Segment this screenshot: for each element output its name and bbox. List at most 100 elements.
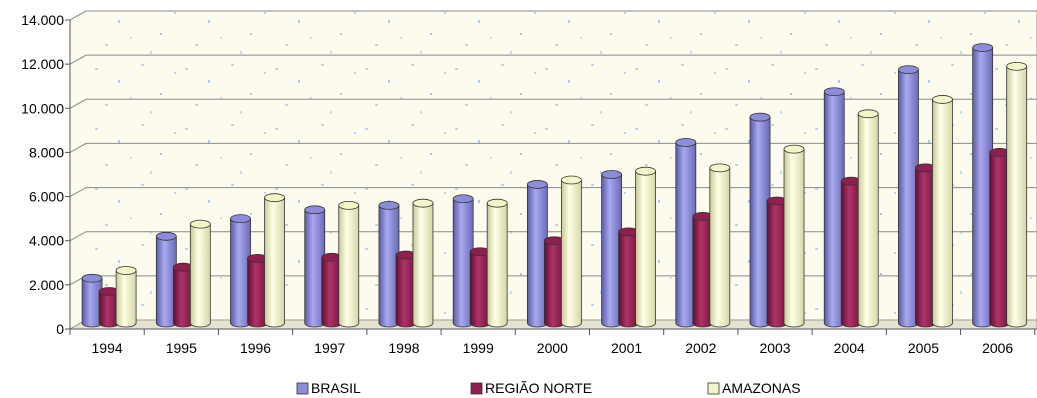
x-tick-label: 1994: [92, 340, 123, 356]
gridline: [69, 10, 1037, 21]
bar-body: [247, 258, 268, 323]
bar-body: [824, 91, 845, 323]
bar-top: [635, 166, 657, 176]
bar-body: [99, 291, 120, 323]
bar-body: [487, 203, 508, 323]
bar-amazonas-1997: [338, 200, 360, 328]
bar-body: [561, 180, 582, 323]
bar-top: [115, 266, 137, 275]
x-tick-label: 2002: [685, 340, 716, 356]
bar-body: [338, 205, 359, 323]
bar-body: [395, 255, 416, 323]
bar-body: [378, 205, 399, 323]
legend-label-amazonas: AMAZONAS: [722, 380, 801, 396]
y-tick-label: 14.000: [21, 12, 64, 28]
bar-body: [156, 236, 177, 323]
bar-top: [898, 65, 919, 75]
bar-body: [898, 69, 919, 324]
x-tick-label: 1999: [463, 340, 494, 356]
bar-top: [709, 163, 731, 173]
bar-top: [857, 109, 879, 119]
bar-top: [749, 112, 771, 122]
bar-amazonas-1994: [115, 266, 137, 328]
y-tick-label: 4.000: [29, 233, 64, 249]
bar-body: [692, 216, 713, 323]
bar-top: [304, 205, 326, 215]
bar-top: [338, 200, 360, 210]
bar-top: [560, 175, 582, 185]
bar-amazonas-2002: [709, 163, 731, 328]
y-tick-label: 10.000: [21, 100, 64, 116]
legend-swatch-amazonas: [707, 382, 720, 395]
legend-label-regiao-norte: REGIÃO NORTE: [485, 380, 592, 396]
bar-top: [675, 138, 697, 147]
x-tick-label: 1996: [240, 340, 271, 356]
bar-amazonas-1996: [264, 193, 285, 328]
y-tick-label: 2.000: [29, 277, 64, 293]
bar-top: [1006, 61, 1028, 71]
x-tick-label: 2004: [834, 340, 865, 356]
bar-regiao-norte-1998: [395, 250, 417, 328]
legend: BRASIL REGIÃO NORTE AMAZONAS: [296, 380, 801, 396]
bar-top: [783, 144, 805, 154]
bar-body: [264, 197, 285, 323]
bar-regiao-norte-2003: [766, 196, 788, 328]
x-tick-label: 2005: [908, 340, 939, 356]
bar-body: [412, 203, 433, 323]
series-brasil: [81, 43, 994, 328]
y-tick-label: 6.000: [29, 189, 64, 205]
bar-body: [544, 240, 565, 323]
bar-body: [841, 181, 862, 323]
x-tick-label: 1997: [314, 340, 345, 356]
x-tick-label: 2001: [611, 340, 642, 356]
x-tick-label: 2006: [982, 340, 1013, 356]
bar-regiao-norte-1995: [172, 262, 194, 328]
bar-body: [618, 231, 639, 323]
bar-body: [173, 267, 194, 323]
gridline: [69, 142, 1037, 153]
bar-body: [972, 47, 993, 323]
bar-body: [767, 200, 788, 323]
y-axis: 0 2.000 4.000 6.000 8.000 10.000 12.000 14.000: [21, 12, 71, 337]
bar-top: [81, 273, 103, 283]
x-tick-label: 2000: [537, 340, 568, 356]
bar-body: [82, 278, 103, 323]
bar-top: [526, 180, 548, 189]
bar-body: [1006, 66, 1027, 323]
y-tick-label: 12.000: [21, 56, 64, 72]
bar-amazonas-2000: [560, 175, 582, 328]
legend-label-brasil: BRASIL: [311, 380, 361, 396]
gridline: [69, 54, 1037, 65]
bar-regiao-norte-2006: [989, 148, 1011, 328]
bar-body: [675, 142, 696, 323]
bar-body: [601, 174, 622, 323]
bar-body: [858, 113, 879, 323]
x-tick-label: 2003: [759, 340, 790, 356]
bar-body: [989, 152, 1010, 323]
bar-body: [304, 209, 325, 323]
bar-body: [470, 251, 491, 323]
legend-swatch-regiao-norte: [470, 382, 483, 395]
bar-amazonas-1999: [486, 198, 508, 328]
bar-body: [915, 167, 936, 323]
bar-top: [189, 219, 211, 229]
bar-amazonas-2003: [783, 144, 805, 328]
bar-top: [452, 194, 474, 204]
bar-top: [230, 214, 251, 224]
legend-item-brasil: BRASIL: [296, 380, 361, 396]
y-tick-label: 8.000: [29, 144, 64, 160]
legend-item-amazonas: AMAZONAS: [707, 380, 801, 396]
bar-amazonas-2006: [1006, 61, 1028, 328]
bar-body: [453, 198, 474, 323]
x-axis: 1994 1995 1996 1997 1998 1999 2000 2001 2002 2003…: [69, 328, 1037, 356]
bar-body: [190, 224, 211, 323]
series-regiao-norte: [98, 148, 1011, 328]
bar-top: [932, 95, 953, 104]
bar-brasil-1997: [304, 205, 326, 328]
bar-series-group: [81, 43, 1028, 328]
gridline: [69, 98, 1037, 109]
bar-body: [527, 184, 548, 323]
bar-amazonas-2005: [932, 95, 953, 328]
bar-body: [932, 99, 953, 323]
